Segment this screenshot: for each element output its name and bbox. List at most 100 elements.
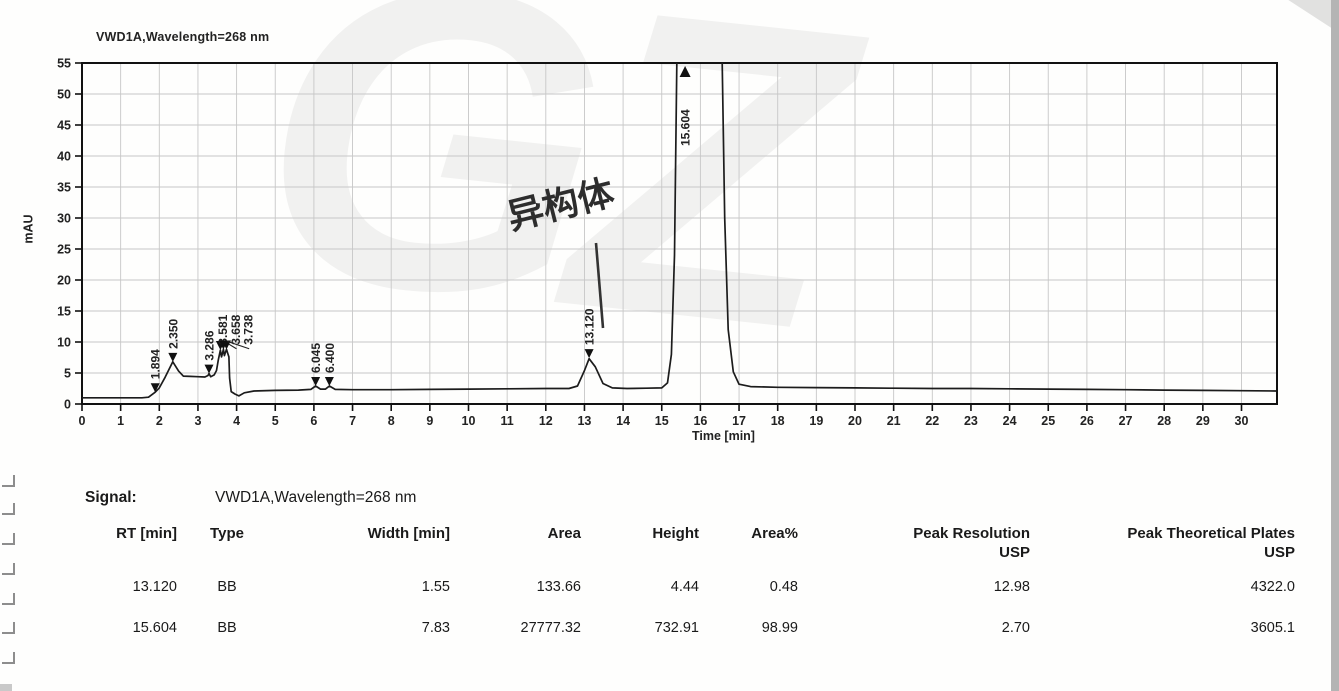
table-cell: 133.66 [536,578,581,595]
table-cell: BB [217,619,237,636]
y-tick-label: 55 [57,57,71,71]
table-header-row: RT [min] Type Width [min] Area Height Area% Pe… [85,524,1309,566]
chromatogram-plot: 0 1 2 3 4 5 6 7 8 9 10 11 12 13 14 15 16 17 18 19 20 21 22 23 24… [57,57,1278,429]
peak-rt-label: 3.738 [242,314,256,344]
table-cell: 4322.0 [1250,578,1295,595]
margin-bracket-mark [2,652,15,664]
table-header-cell: Width [min] [367,525,450,542]
y-tick-label: 25 [57,243,71,257]
x-tick-label: 17 [732,414,746,428]
signal-row: Signal: VWD1A,Wavelength=268 nm [85,489,416,507]
scan-corner-mark [0,684,12,691]
y-tick-label: 15 [57,305,71,319]
y-tick-label: 45 [57,119,71,133]
chromatogram-trace [82,63,1277,399]
x-tick-label: 20 [848,414,862,428]
table-cell: BB [217,578,237,595]
peak-rt-label: 13.120 [583,308,597,345]
peak-marker-down [584,349,594,359]
plot-border [81,62,1278,405]
table-header-cell: Peak Theoretical Plates USP [1127,525,1295,561]
table-cell: 732.91 [654,619,699,636]
table-cell: 12.98 [993,578,1030,595]
table-cell: 98.99 [761,619,798,636]
y-tick-label: 35 [57,181,71,195]
margin-bracket-mark [2,563,15,575]
x-tick-label: 0 [79,414,86,428]
x-tick-label: 16 [693,414,707,428]
margin-bracket-mark [2,475,15,487]
peak-rt-label: 6.400 [323,343,337,373]
table-cell: 0.48 [769,578,798,595]
table-header-cell: Area [547,525,581,542]
x-tick-label: 8 [388,414,395,428]
x-tick-label: 30 [1235,414,1249,428]
peak-rt-label: 3.658 [229,314,243,344]
table-cell: 15.604 [132,619,177,636]
peak-results-table: RT [min] Type Width [min] Area Height Area% Pe… [85,524,1309,648]
x-tick-label: 5 [272,414,279,428]
x-tick-label: 12 [539,414,553,428]
x-tick-label: 23 [964,414,978,428]
x-tick-label: 18 [771,414,785,428]
peak-marker-down [204,364,214,374]
x-tick-label: 27 [1119,414,1133,428]
signal-value: VWD1A,Wavelength=268 nm [215,489,417,506]
x-tick-label: 13 [577,414,591,428]
table-cell: 3605.1 [1250,619,1295,636]
x-tick-label: 7 [349,414,356,428]
signal-trace [82,63,1277,399]
axis-ticks: 0 1 2 3 4 5 6 7 8 9 10 11 12 13 14 15 16 17 18 19 20 21 22 23 24… [57,57,1248,429]
x-tick-label: 1 [117,414,124,428]
x-tick-label: 14 [616,414,630,428]
y-tick-label: 0 [64,398,71,412]
handwritten-pointer-line [594,242,605,329]
x-tick-label: 22 [925,414,939,428]
table-header-cell: Area% [751,525,798,542]
table-body: 13.120 BB 1.55 133.66 4.44 0.48 12.98 4322.0 15.… [85,566,1309,648]
x-axis-label: Time [min] [692,429,755,443]
table-header-cell: Height [652,525,699,542]
table-row: 15.604 BB 7.83 27777.32 732.91 98.99 2.70 3605.… [85,607,1309,648]
table-cell: 2.70 [1001,619,1030,636]
table-cell: 27777.32 [520,619,581,636]
margin-bracket-mark [2,503,15,515]
peak-marker-up [679,66,691,77]
x-tick-label: 25 [1041,414,1055,428]
x-tick-label: 26 [1080,414,1094,428]
peak-rt-label: 1.894 [149,349,163,379]
x-tick-label: 2 [156,414,163,428]
peak-rt-label: 3.581 [216,314,230,344]
x-tick-label: 15 [655,414,669,428]
peak-leader-line [227,340,250,350]
y-tick-label: 10 [57,336,71,350]
peak-marker-down [311,377,321,387]
chart-title: VWD1A,Wavelength=268 nm [96,30,270,44]
margin-bracket-mark [2,533,15,545]
margin-bracket-mark [2,622,15,634]
scan-edge-strip [1331,0,1339,691]
x-tick-label: 21 [887,414,901,428]
margin-bracket-mark [2,593,15,605]
x-tick-label: 3 [194,414,201,428]
table-cell: 13.120 [132,578,177,595]
x-tick-label: 19 [809,414,823,428]
x-tick-label: 6 [310,414,317,428]
x-tick-label: 4 [233,414,240,428]
x-tick-label: 10 [462,414,476,428]
x-tick-label: 9 [426,414,433,428]
plot-grid [82,63,1277,404]
table-header-cell: Type [210,525,244,542]
peak-rt-label: 3.286 [203,330,217,360]
peak-rt-label: 15.604 [679,109,693,146]
signal-label: Signal: [85,489,137,506]
peak-marker-down [168,352,178,362]
y-tick-label: 30 [57,212,71,226]
peak-marker-down [324,377,334,387]
table-header-cell: RT [min] [116,525,177,542]
y-tick-label: 40 [57,150,71,164]
table-row: 13.120 BB 1.55 133.66 4.44 0.48 12.98 4322.0 [85,566,1309,607]
peak-marker-down [150,383,160,393]
